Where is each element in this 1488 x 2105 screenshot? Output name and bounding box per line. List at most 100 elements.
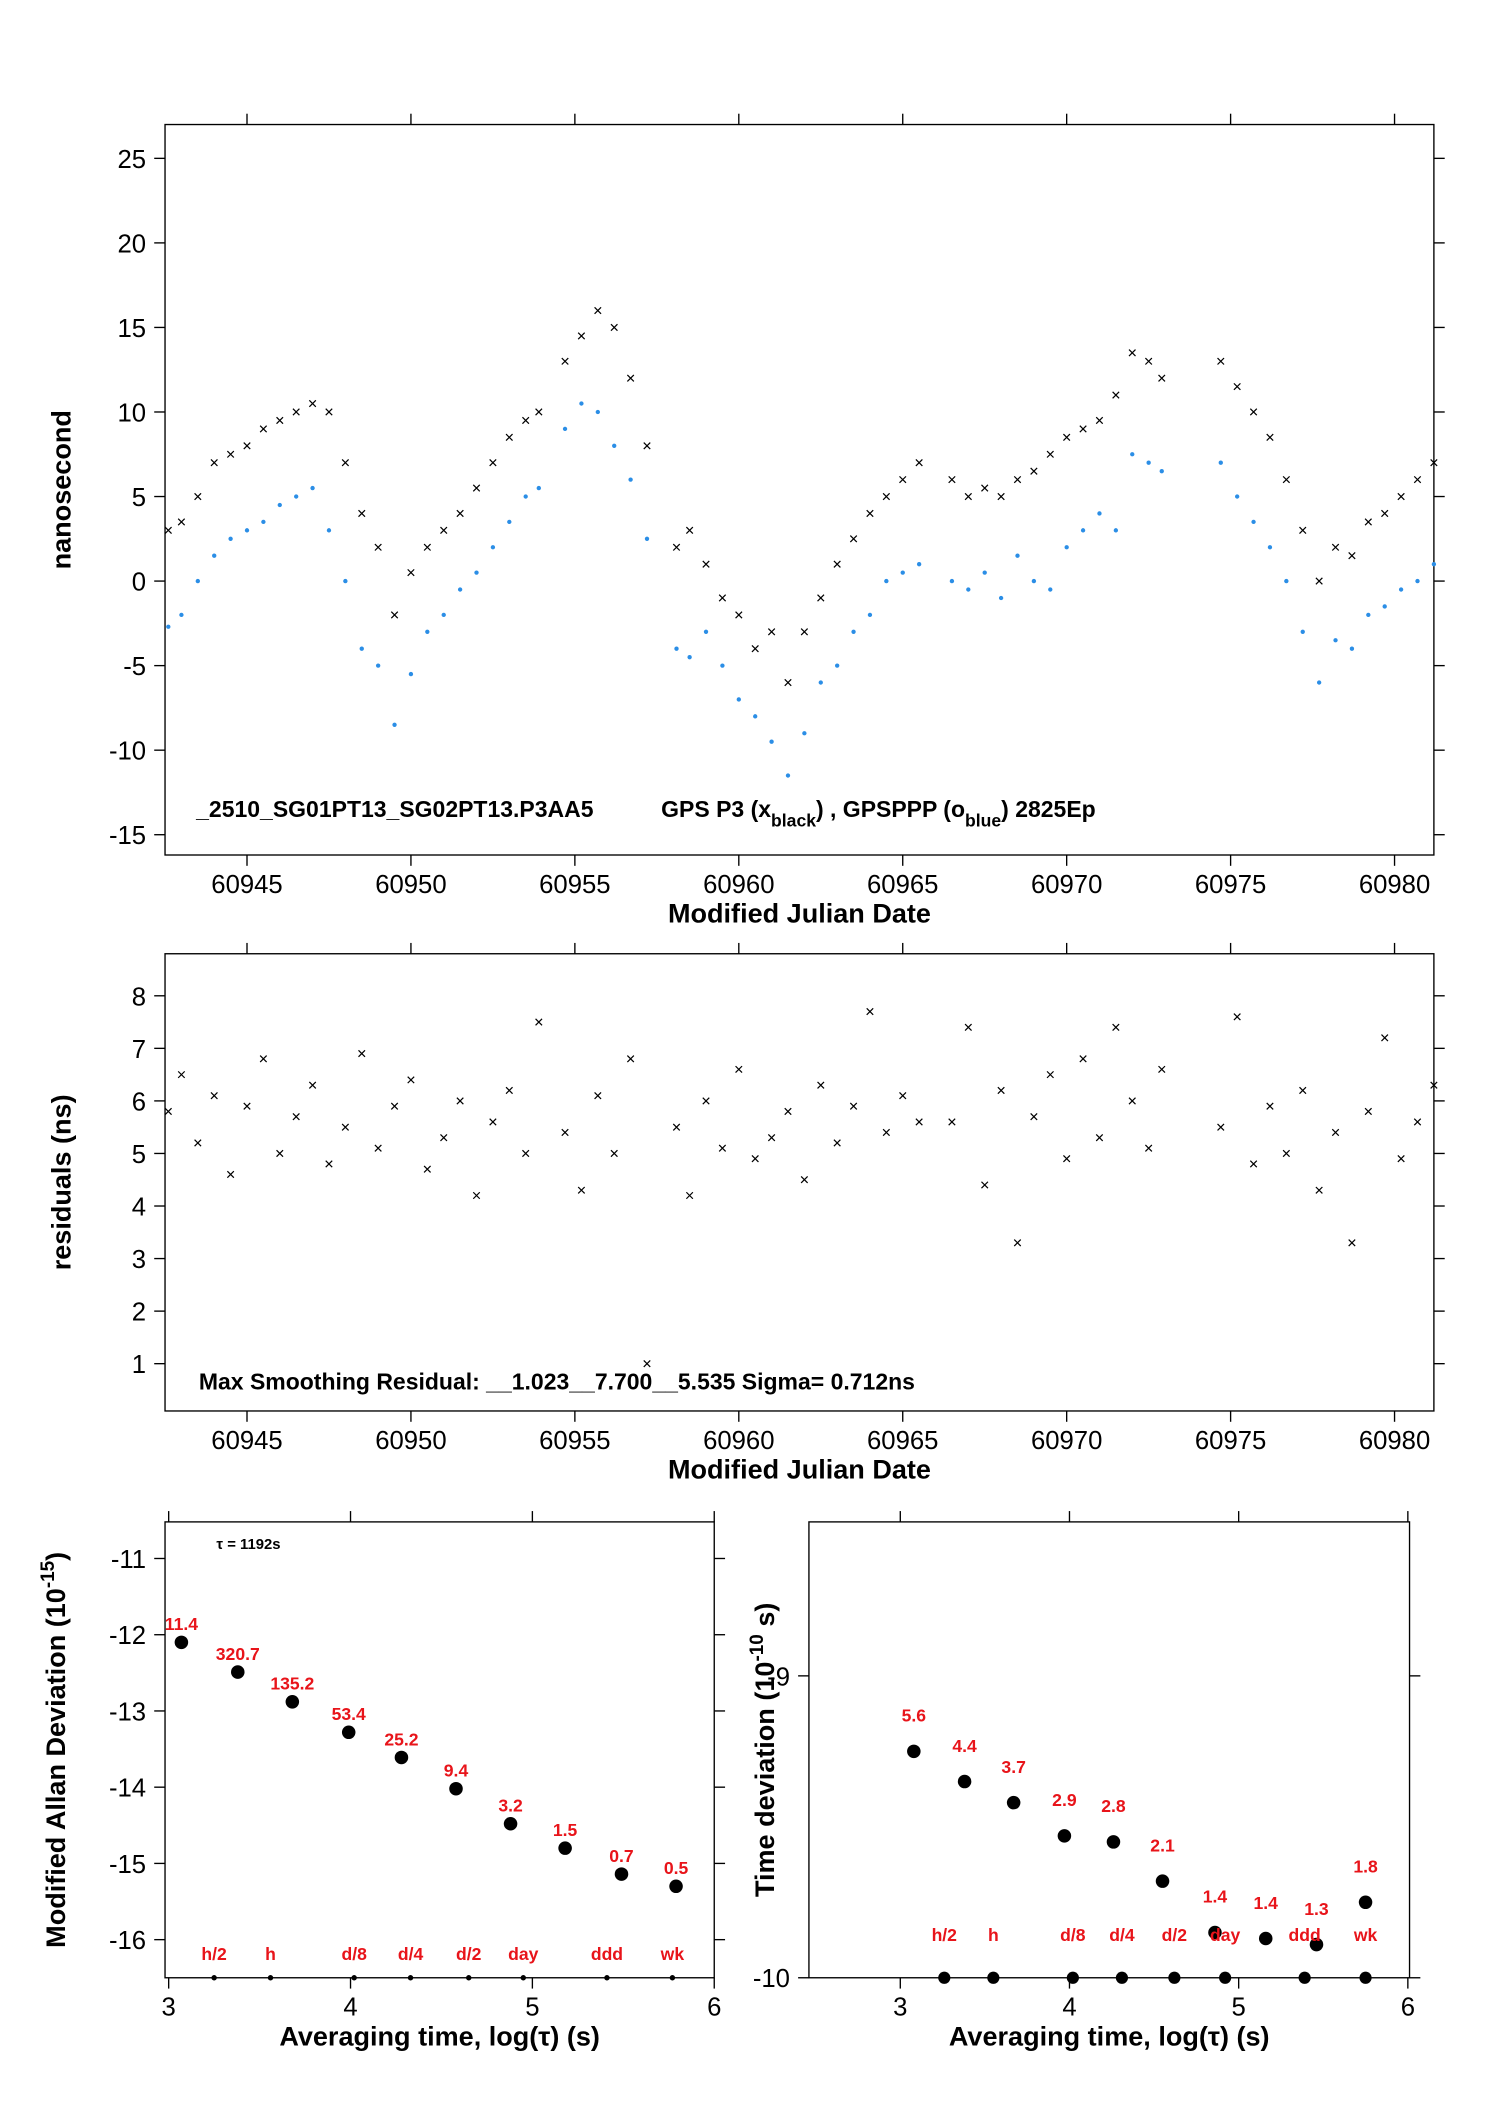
point-label: 25.2 [384,1729,418,1749]
point [833,1139,841,1147]
point [867,612,873,618]
point [915,1118,923,1126]
y-axis-label-exponent: -10 [747,1634,768,1661]
point [1251,519,1256,525]
point [1235,494,1240,499]
point-label: 9.4 [444,1761,469,1781]
point [687,655,692,660]
point [899,475,907,484]
point [195,578,200,584]
point [849,535,858,543]
reference-mark [938,1971,951,1984]
point [1358,1895,1373,1910]
reference-label: d/2 [456,1944,482,1964]
point [964,1023,972,1032]
point [1366,612,1371,618]
point [1048,587,1053,592]
point [612,443,617,448]
point [449,1781,463,1796]
x-tick-label: 4 [1062,1994,1076,2022]
point [392,722,397,727]
y-axis-label-suffix: s) [750,1603,780,1635]
point [907,1744,921,1759]
point [1112,391,1120,399]
point [1233,382,1241,391]
point [767,628,776,636]
y-axis-label-text: nanosecond [46,410,76,569]
point-label: 11.4 [165,1614,198,1634]
x-tick-label: 60965 [867,1427,938,1455]
point [964,492,972,501]
y-tick-label: 2 [132,1299,146,1327]
point-label: 53.4 [332,1704,366,1724]
point [577,332,586,340]
point-label: 1.8 [1353,1857,1378,1877]
point [341,1725,356,1740]
reference-mark [351,1975,357,1981]
x-axis-label: Averaging time, log(τ) (s) [279,2021,600,2051]
point [261,519,266,525]
point [228,536,233,541]
point [753,714,758,719]
point [735,611,743,619]
y-tick-label: 0 [132,569,146,597]
point [326,528,332,533]
point [1097,511,1102,516]
point [505,433,513,442]
point [818,680,823,685]
point [489,459,497,467]
reference-mark [211,1975,217,1981]
point [1159,469,1164,474]
point [1217,357,1225,365]
x-tick-label: 5 [525,1994,539,2022]
x-tick-label: 60955 [539,871,610,899]
point-label: 1.3 [1304,1899,1329,1919]
point [1299,526,1307,535]
y-tick-label: -16 [109,1927,146,1955]
point [1128,349,1136,357]
y-axis-label-text: residuals (ns) [46,1094,76,1270]
point [594,306,602,315]
point [1266,433,1274,442]
x-tick-label: 60970 [1031,871,1102,899]
point [882,492,891,501]
point [1113,528,1119,533]
point [425,629,430,634]
point [1364,1107,1372,1116]
x-tick-label: 5 [1232,1994,1246,2022]
point [1079,1055,1087,1063]
point-label: 3.7 [1001,1757,1025,1777]
reference-label: d/8 [1060,1925,1086,1945]
point [628,477,633,482]
point [1130,452,1135,457]
reference-mark [987,1971,1000,1984]
point [884,578,889,584]
reference-label: wk [1353,1925,1378,1945]
point [472,484,481,492]
point [535,1018,543,1026]
point [394,1750,409,1765]
point [817,1081,825,1089]
reference-mark [1298,1971,1311,1984]
x-tick-label: 60960 [703,871,774,899]
x-tick-label: 60970 [1031,1427,1102,1455]
point [259,425,268,433]
point [882,1128,891,1137]
point [174,1635,189,1650]
point [1316,680,1322,685]
x-tick-label: 6 [1401,1994,1415,2022]
point [751,645,759,653]
reference-label: day [1210,1925,1241,1945]
point [1218,460,1223,465]
point [285,1695,300,1709]
x-tick-label: 60950 [375,1427,446,1455]
point [851,629,856,634]
point [949,578,955,584]
x-tick-label: 60945 [211,871,282,899]
y-tick-label: 3 [132,1246,146,1274]
point [626,1055,635,1063]
point [1397,492,1405,501]
point [166,624,171,629]
plot-frame [164,1521,715,1979]
point [561,1128,569,1137]
